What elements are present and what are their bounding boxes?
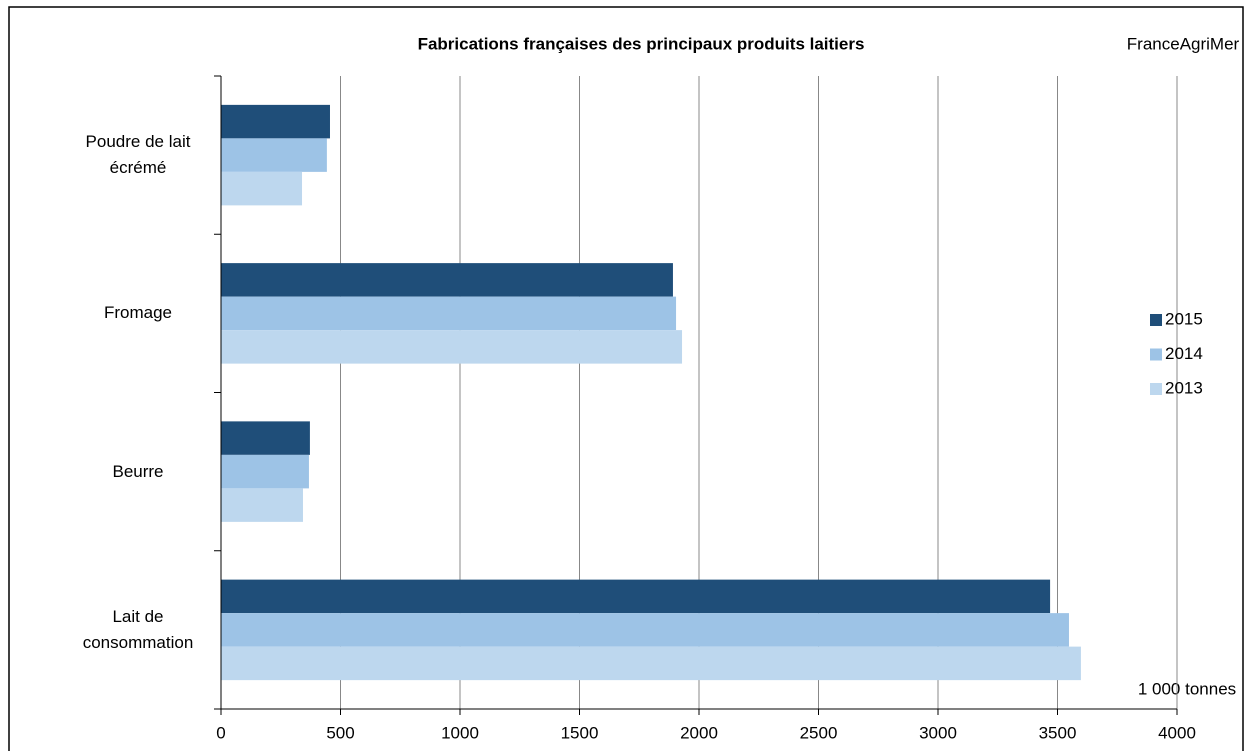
legend-swatch: [1150, 348, 1162, 361]
chart-title: Fabrications françaises des principaux p…: [418, 34, 865, 53]
chart-border: [8, 6, 1244, 751]
bar: [221, 171, 303, 206]
x-tick-label: 500: [326, 723, 354, 742]
bar: [221, 296, 677, 331]
bar: [221, 646, 1081, 681]
legend-label: 2013: [1165, 378, 1203, 397]
bar: [221, 613, 1069, 647]
bar: [221, 104, 330, 139]
source: FranceAgriMer: [1127, 34, 1240, 53]
bar: [221, 263, 673, 297]
y-tick-label: Fromage: [103, 303, 173, 323]
bar: [221, 421, 310, 455]
y-tick-label: Poudre de lait écrémé: [85, 132, 191, 178]
x-tick-label: 2500: [800, 723, 838, 742]
bar: [221, 330, 683, 364]
bar: [221, 488, 303, 522]
legend-swatch: [1150, 383, 1162, 395]
x-tick-label: 1000: [441, 723, 479, 742]
x-tick-label: 2000: [680, 723, 718, 742]
x-tick-label: 1500: [561, 723, 599, 742]
x-tick-label: 0: [216, 723, 225, 742]
x-tick-label: 3000: [919, 723, 957, 742]
bar: [221, 579, 1051, 614]
x-tick-label: 4000: [1158, 723, 1196, 742]
legend-label: 2014: [1165, 344, 1203, 363]
unit-annotation: 1 000 tonnes: [1138, 679, 1236, 698]
y-tick-label: Lait de consommation: [82, 606, 194, 652]
bar: [221, 138, 327, 172]
legend-swatch: [1150, 314, 1162, 326]
bar: [221, 454, 309, 489]
y-tick-label: Beurre: [112, 461, 164, 481]
legend-label: 2015: [1165, 309, 1203, 328]
x-tick-label: 3500: [1039, 723, 1077, 742]
